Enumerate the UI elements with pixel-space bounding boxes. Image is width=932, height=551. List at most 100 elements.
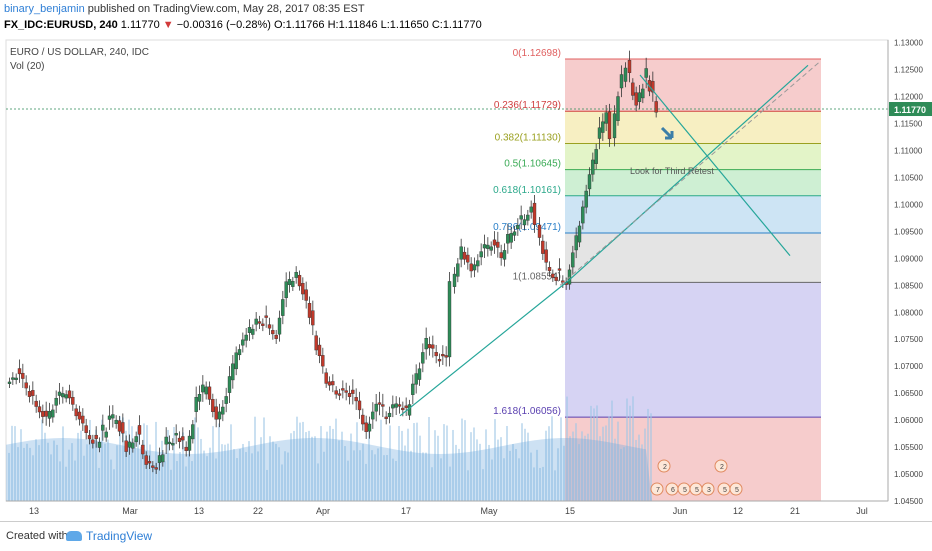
volume-bar	[44, 432, 46, 501]
x-tick-label: 15	[565, 506, 575, 516]
volume-bar	[572, 431, 574, 501]
candle	[187, 435, 192, 451]
candle	[417, 368, 422, 380]
volume-bar	[62, 426, 64, 501]
y-tick-label: 1.12000	[894, 93, 923, 102]
event-icon[interactable]	[729, 482, 743, 496]
candle	[591, 159, 595, 175]
candle	[157, 455, 162, 463]
candle	[462, 251, 467, 260]
fib-zone-3	[565, 169, 821, 196]
volume-bar	[494, 419, 496, 501]
volume-bar	[578, 444, 580, 501]
volume-bar	[152, 466, 154, 501]
volume-bar	[263, 417, 265, 501]
candle	[427, 344, 432, 349]
event-icon-label: 2	[663, 464, 667, 471]
candle	[261, 323, 265, 326]
volume-bar	[563, 445, 565, 501]
x-tick-label: 13	[194, 506, 204, 516]
volume-bar	[323, 451, 325, 501]
candle	[516, 225, 520, 230]
volume-bar	[470, 432, 472, 501]
volume-bar	[482, 469, 484, 501]
candle	[581, 206, 585, 224]
volume-bar	[557, 448, 559, 501]
y-tick-label: 1.06000	[894, 416, 923, 425]
volume-bar	[38, 445, 40, 501]
candle	[469, 263, 473, 272]
candle	[224, 396, 228, 404]
author-link[interactable]: binary_benjamin	[4, 3, 85, 15]
candle	[482, 244, 487, 249]
volume-bar	[290, 433, 292, 501]
candle	[87, 435, 92, 440]
volume-bar	[17, 447, 19, 501]
x-tick-label: 17	[401, 506, 411, 516]
volume-bar	[401, 430, 403, 501]
candle	[476, 260, 480, 267]
candle	[27, 391, 32, 397]
volume-bar	[476, 439, 478, 501]
volume-bar	[446, 425, 448, 501]
event-icon[interactable]	[650, 482, 664, 496]
volume-bar	[467, 470, 469, 501]
candle	[264, 315, 268, 318]
candle	[506, 234, 510, 244]
y-tick-label: 1.07000	[894, 362, 923, 371]
volume-bar	[623, 447, 625, 501]
event-icon[interactable]	[657, 459, 671, 473]
candle	[341, 388, 345, 391]
candle	[44, 410, 48, 417]
candle	[407, 404, 412, 416]
candle	[131, 442, 135, 449]
volume-bar	[212, 426, 214, 501]
current-price-label: 1.11770	[894, 105, 926, 115]
candle	[499, 252, 503, 259]
fib-zone-4	[565, 195, 821, 233]
x-tick-label: 13	[29, 506, 39, 516]
y-tick-label: 1.10500	[894, 173, 923, 182]
candle	[221, 406, 225, 415]
candle	[447, 281, 452, 358]
candle	[57, 391, 62, 396]
open-value: O:1.11766	[273, 19, 325, 31]
volume-bar	[353, 450, 355, 501]
volume-bar	[629, 405, 631, 501]
candle	[354, 397, 358, 402]
candle	[537, 224, 542, 238]
candle	[231, 363, 235, 381]
candle	[344, 390, 348, 393]
volume-bar	[53, 440, 55, 501]
price-chart[interactable]: 0(1.12698) 0.236(1.11729) 0.382(1.11130) 0.…	[0, 0, 932, 521]
volume-bar	[173, 426, 175, 501]
candle	[151, 465, 155, 468]
tradingview-link[interactable]: TradingView	[66, 529, 152, 543]
event-icon-label: 5	[695, 487, 699, 494]
volume-bar	[584, 435, 586, 501]
symbol-label: FX_IDC:EURUSD, 240	[4, 19, 118, 31]
volume-bar	[95, 429, 97, 501]
volume-bar	[521, 423, 523, 501]
volume-bar	[650, 413, 652, 501]
fib-zone-5	[565, 232, 821, 283]
fib-zone-0	[565, 58, 821, 112]
volume-bar	[41, 419, 43, 501]
event-icon[interactable]	[714, 459, 728, 473]
volume-bar	[329, 425, 331, 501]
volume-bar	[413, 423, 415, 501]
candle	[607, 111, 612, 140]
current-price-badge	[889, 102, 932, 117]
candle	[177, 437, 182, 442]
volume-bar	[236, 458, 238, 501]
volume-bar	[449, 466, 451, 501]
candle	[97, 441, 102, 448]
volume-bar	[491, 459, 493, 501]
tradingview-brand: TradingView	[86, 529, 153, 543]
y-tick-label: 1.06500	[894, 389, 923, 398]
volume-bar	[356, 422, 358, 501]
trendline-support-ext	[567, 64, 809, 282]
volume-bar	[20, 429, 22, 501]
event-icon[interactable]	[701, 482, 715, 496]
candle	[271, 330, 275, 335]
